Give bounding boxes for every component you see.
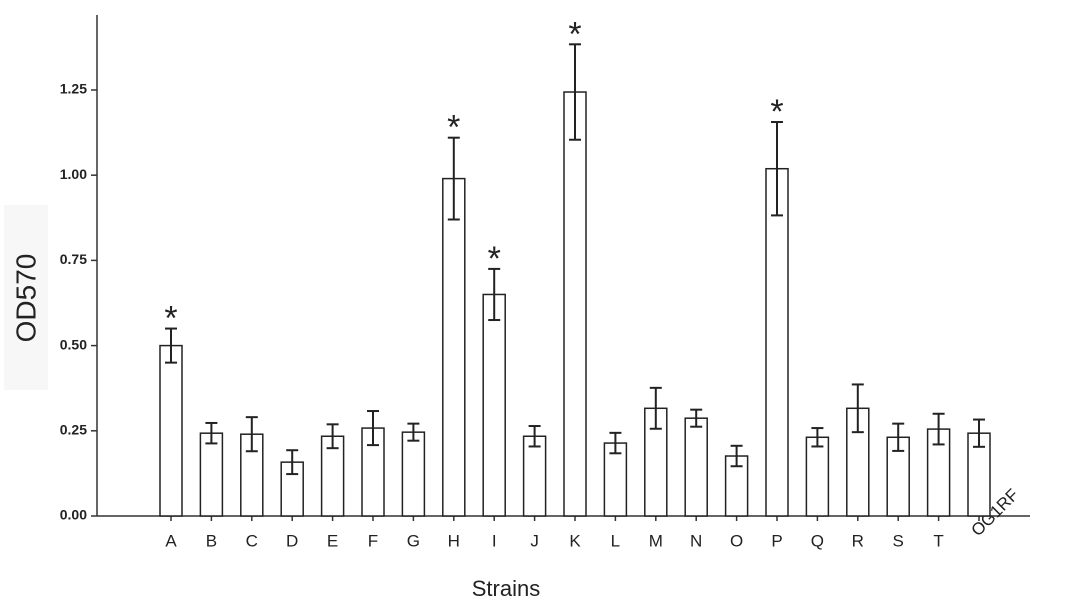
x-tick-label: R <box>852 531 864 550</box>
x-tick-label: H <box>448 531 460 550</box>
y-tick-label: 0.25 <box>60 421 87 437</box>
bar <box>482 293 506 517</box>
x-tick-label: J <box>530 531 539 550</box>
x-axis-label: Strains <box>472 576 540 601</box>
x-tick-label: F <box>368 531 378 550</box>
bar <box>684 417 708 517</box>
x-tick-label: L <box>611 531 620 550</box>
x-tick-label: I <box>492 531 497 550</box>
x-tick-label: P <box>771 531 782 550</box>
bar <box>401 431 426 517</box>
x-tick-label: C <box>246 531 258 550</box>
annotation: * <box>568 15 581 53</box>
x-tick-label: Q <box>811 531 824 550</box>
x-tick-label: B <box>206 531 217 550</box>
annotation: * <box>488 240 501 278</box>
bar <box>765 167 789 517</box>
y-tick-label: 1.25 <box>60 81 87 97</box>
x-tick-label: G <box>407 531 420 550</box>
y-tick-label: 1.00 <box>60 166 87 182</box>
x-tick-label: K <box>569 531 581 550</box>
y-label-background <box>4 205 48 390</box>
x-tick-label: O <box>730 531 743 550</box>
x-tick-label: A <box>165 531 177 550</box>
y-tick-label: 0.00 <box>60 507 87 523</box>
annotation: * <box>164 300 177 338</box>
y-tick-label: 0.50 <box>60 336 87 352</box>
y-axis-label: OD570 <box>10 254 41 343</box>
annotation: * <box>447 109 460 147</box>
annotation: * <box>770 93 783 131</box>
y-tick-label: 0.75 <box>60 251 87 267</box>
bar <box>522 435 547 517</box>
x-tick-label: E <box>327 531 338 550</box>
bar <box>199 432 224 517</box>
bar <box>442 177 466 517</box>
bar <box>159 344 183 517</box>
x-tick-label: D <box>286 531 298 550</box>
x-tick-label: N <box>690 531 702 550</box>
bar <box>563 91 587 517</box>
x-tick-label: M <box>649 531 663 550</box>
x-tick-label: T <box>933 531 943 550</box>
bar <box>805 436 830 517</box>
x-tick-label: S <box>893 531 904 550</box>
